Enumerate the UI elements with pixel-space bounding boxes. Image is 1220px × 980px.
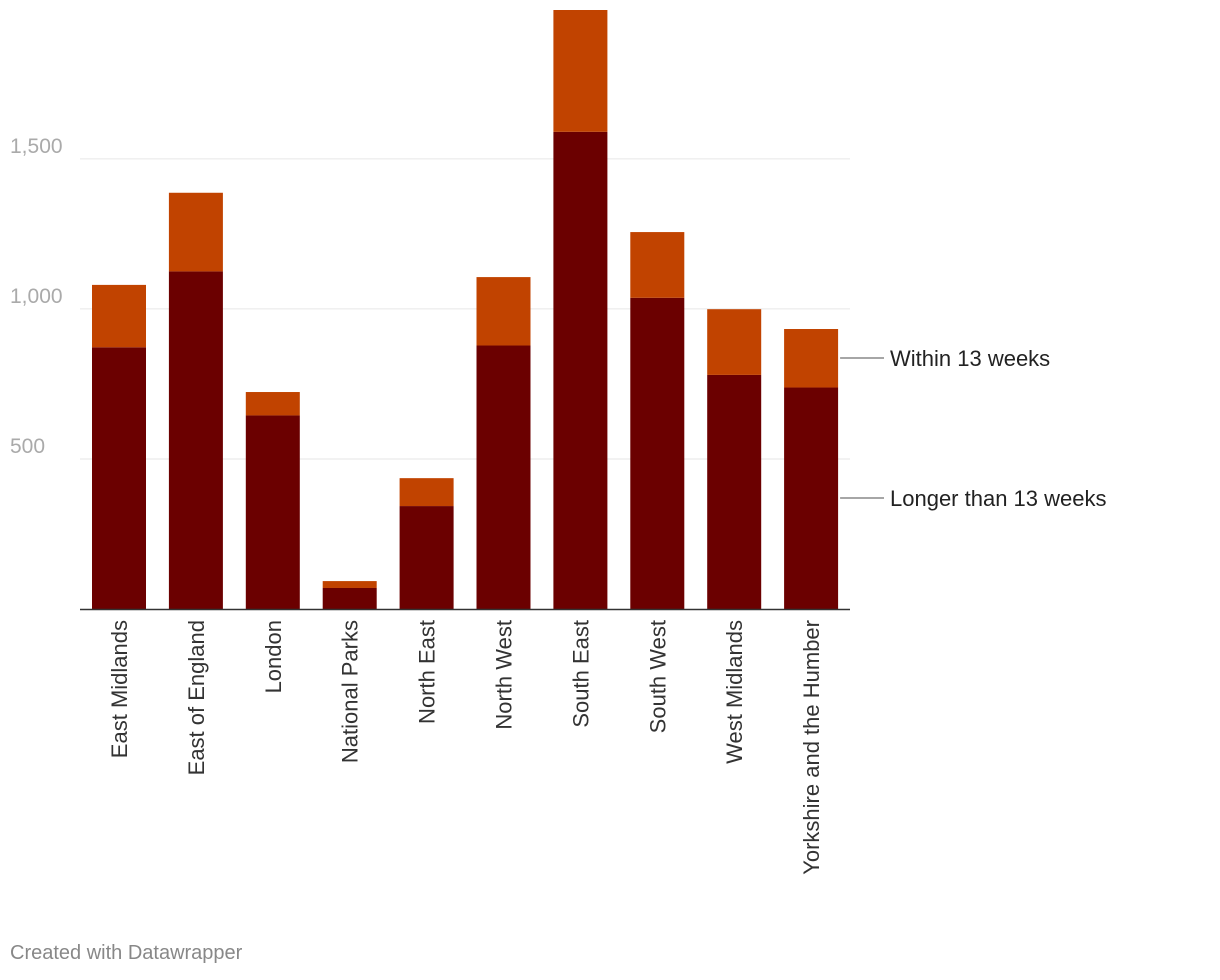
x-tick-label: South East: [568, 620, 593, 728]
bar-segment: [784, 329, 839, 388]
x-tick-label: National Parks: [338, 620, 363, 763]
y-axis: 500 1,000 1,500: [10, 135, 63, 458]
x-tick-label: North East: [415, 620, 440, 724]
datawrapper-credit[interactable]: Created with Datawrapper: [10, 942, 243, 964]
y-tick-label: 500: [10, 435, 45, 458]
y-tick-label: 1,500: [10, 135, 63, 158]
bar-segment: [92, 347, 146, 609]
bar-segment: [245, 392, 300, 416]
bar-segment: [476, 345, 531, 609]
x-tick-label: East Midlands: [107, 620, 132, 758]
stacked-bar-chart: 500 1,000 1,500 East Midlands East of Engla…: [10, 10, 1107, 875]
bar-segment: [399, 478, 454, 507]
x-tick-label: East of England: [184, 620, 209, 775]
bar-segment: [630, 232, 685, 298]
bars: [92, 10, 839, 609]
bar-segment: [168, 271, 223, 609]
bar-segment: [553, 10, 608, 132]
bar-segment: [245, 415, 300, 609]
bar-segment: [553, 131, 608, 609]
x-tick-label: North West: [492, 620, 517, 730]
bar-segment: [476, 277, 531, 346]
bar-segment: [707, 374, 762, 609]
bar-segment: [322, 587, 377, 609]
legend-label: Longer than 13 weeks: [890, 486, 1107, 511]
bar-segment: [168, 192, 223, 272]
bar-segment: [92, 284, 146, 348]
bar-segment: [322, 581, 377, 588]
x-tick-label: London: [261, 620, 286, 693]
bar-segment: [784, 387, 839, 609]
y-tick-label: 1,000: [10, 285, 63, 308]
bar-segment: [399, 506, 454, 609]
x-tick-label: Yorkshire and the Humber: [799, 620, 824, 875]
x-tick-label: South West: [645, 620, 670, 733]
x-tick-label: West Midlands: [722, 620, 747, 764]
x-axis: East Midlands East of England London Nation…: [107, 620, 824, 875]
bar-segment: [707, 309, 762, 375]
legend: Longer than 13 weeks Within 13 weeks: [840, 346, 1107, 511]
legend-label: Within 13 weeks: [890, 346, 1050, 371]
bar-segment: [630, 297, 685, 609]
